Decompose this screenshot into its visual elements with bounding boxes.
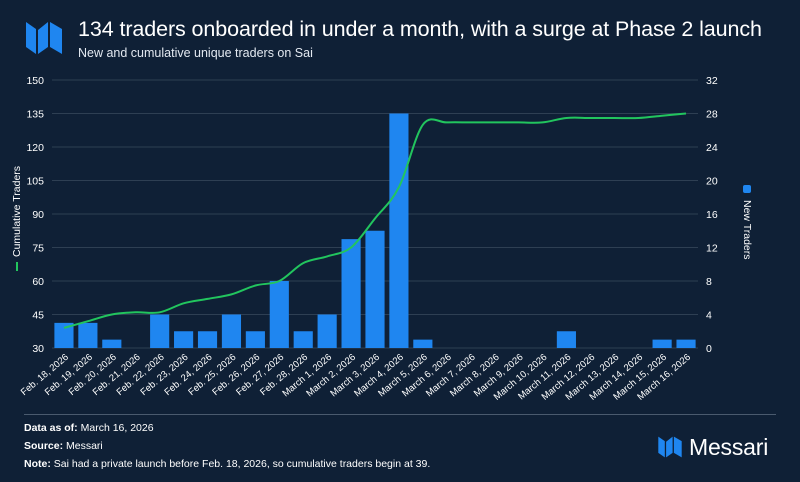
bar bbox=[317, 314, 337, 348]
bar bbox=[174, 331, 194, 348]
chart-title: 134 traders onboarded in under a month, … bbox=[78, 17, 762, 41]
bar bbox=[413, 339, 433, 348]
brand-logo: Messari bbox=[657, 434, 768, 460]
bar bbox=[676, 339, 696, 348]
chart-subtitle: New and cumulative unique traders on Sai bbox=[78, 46, 313, 60]
footer-data-as-of: Data as of: March 16, 2026 bbox=[24, 422, 154, 434]
y-left-tick-label: 90 bbox=[32, 209, 44, 221]
legend-left: Cumulative Traders bbox=[11, 166, 23, 271]
brand-name: Messari bbox=[689, 433, 769, 460]
y-right-tick-label: 16 bbox=[706, 209, 718, 221]
footer-source: Source: Messari bbox=[24, 440, 103, 452]
bar bbox=[245, 331, 265, 348]
bar bbox=[150, 314, 170, 348]
y-right-tick-label: 12 bbox=[706, 243, 718, 255]
footer-note: Note: Sai had a private launch before Fe… bbox=[24, 458, 431, 470]
cumulative-line bbox=[63, 112, 687, 329]
y-left-tick-label: 60 bbox=[32, 276, 44, 288]
bar bbox=[221, 314, 242, 348]
legend-bar-swatch bbox=[743, 185, 751, 193]
y-right-tick-label: 28 bbox=[706, 109, 718, 121]
y-axis-left: 30 45 60 75 90 105 120 135 150 bbox=[26, 75, 44, 355]
y-left-tick-label: 30 bbox=[32, 343, 44, 355]
y-right-tick-label: 8 bbox=[706, 276, 712, 288]
bar bbox=[197, 331, 218, 348]
bar bbox=[365, 230, 385, 348]
bar bbox=[54, 322, 74, 348]
y-left-tick-label: 120 bbox=[26, 142, 44, 154]
bar bbox=[652, 339, 672, 348]
y-left-tick-label: 135 bbox=[26, 109, 44, 121]
y-left-tick-label: 75 bbox=[32, 243, 44, 255]
y-right-tick-label: 20 bbox=[706, 176, 718, 188]
bar-series bbox=[54, 113, 696, 348]
bar bbox=[293, 331, 313, 348]
y-right-tick-label: 32 bbox=[706, 75, 718, 87]
y-left-tick-label: 105 bbox=[26, 176, 44, 188]
messari-brand-icon bbox=[658, 436, 682, 458]
line-series bbox=[63, 112, 687, 329]
bar bbox=[78, 322, 98, 348]
y-axis-left-label: Cumulative Traders bbox=[11, 166, 23, 257]
y-right-tick-label: 4 bbox=[706, 310, 712, 322]
legend-right: New Traders bbox=[741, 185, 753, 260]
footer-divider bbox=[24, 414, 776, 415]
messari-logo-icon bbox=[26, 22, 62, 54]
y-right-tick-label: 0 bbox=[706, 343, 712, 355]
bar bbox=[341, 239, 361, 348]
y-axis-right-label: New Traders bbox=[741, 200, 753, 260]
y-left-tick-label: 45 bbox=[32, 310, 44, 322]
y-left-tick-label: 150 bbox=[26, 75, 44, 87]
bar bbox=[102, 339, 122, 348]
y-axis-right: 0 4 8 12 16 20 24 28 32 bbox=[706, 75, 718, 355]
y-right-tick-label: 24 bbox=[706, 142, 718, 154]
bar bbox=[556, 331, 576, 348]
bar bbox=[389, 113, 409, 348]
bar bbox=[269, 281, 289, 348]
